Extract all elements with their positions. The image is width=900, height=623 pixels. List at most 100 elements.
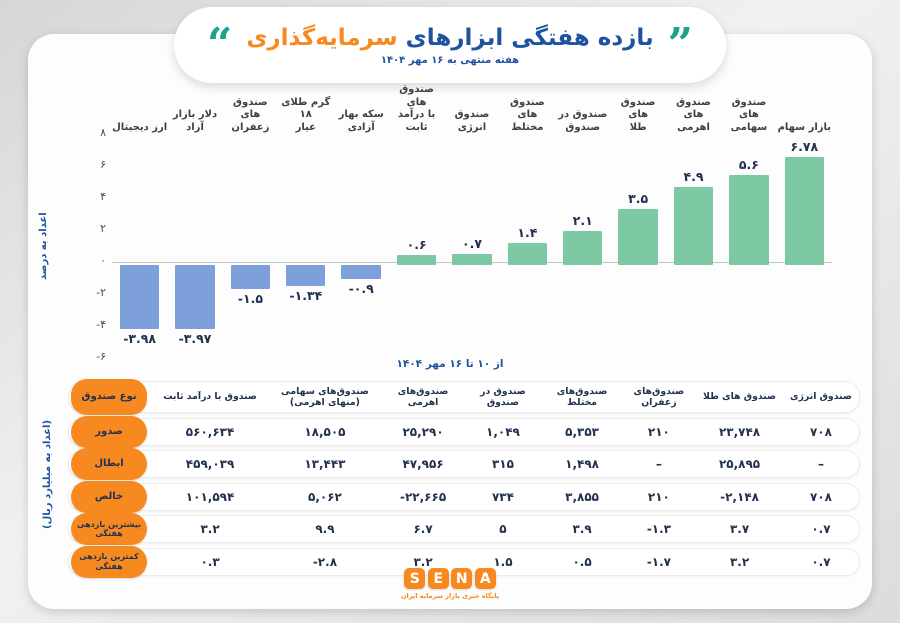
bar-value-label: -۱.۵ <box>237 291 263 306</box>
table-cell-value: ۹.۹ <box>315 522 335 536</box>
table-cell-value: ۰.۷ <box>811 522 831 536</box>
bar-slot: ۲.۱ <box>555 137 610 361</box>
table-cell-value: ۱.۵ <box>493 554 513 569</box>
table-row: صدور ۵۶۰,۶۳۴ ۱۸,۵۰۵ ۲۵,۲۹۰ ۱,۰۴۹ ۵,۳۵۳ ۲۱۰ ۲۳,۷… <box>68 415 860 448</box>
page-title-part-blue: بازده هفتگی ابزارهای <box>405 24 654 51</box>
table-cell-value: ۲۱۰ <box>647 489 670 504</box>
bar-slot: ۶.۷۸ <box>777 137 832 361</box>
chart-column: ارز دیجیتال -۳.۹۸ <box>112 90 167 361</box>
y-tick-label: -۴ <box>96 318 106 331</box>
category-label: ارز دیجیتال <box>112 121 168 133</box>
table-cell-value: ۰.۷ <box>811 554 831 569</box>
table-cell-value: ۵ <box>499 522 507 536</box>
y-tick-label: -۲ <box>96 286 106 299</box>
chart-column: صندوق های مختلط ۱.۴ <box>500 90 555 361</box>
chart-column: صندوق های زعفران -۱.۵ <box>223 90 278 361</box>
bar <box>784 156 824 265</box>
category-label: صندوق های طلا <box>620 96 656 133</box>
table-cell-value: ۵,۳۵۳ <box>565 424 599 439</box>
chart-y-axis-title: اعداد به درصد <box>38 212 49 280</box>
main-card <box>28 34 872 609</box>
table-cell-value: ۲۵,۸۹۵ <box>718 457 761 471</box>
bar-value-label: ۰.۷ <box>461 235 482 251</box>
category-label: گرم طلای ۱۸ عیار <box>281 96 331 133</box>
table-cell-value: ۱۸,۵۰۵ <box>304 424 346 439</box>
table-cell-value: ۱,۰۴۹ <box>486 424 520 439</box>
fund-type-corner-pill: نوع صندوق <box>71 379 147 415</box>
table-row: بیشترین بازدهی هفتگی ۳.۲ ۹.۹ ۶.۷ ۵ ۳.۹ -۱.۳ ۳.۷… <box>68 513 860 545</box>
column-header: صندوق‌های سهامی (منهای اهرمی) <box>280 385 369 408</box>
table-cell-value: -۲.۸ <box>312 554 338 569</box>
table-cell-value: ۲۳,۷۴۸ <box>718 424 761 439</box>
row-label-pill: کمترین بازدهی هفتگی <box>71 545 147 578</box>
table-row: خالص ۱۰۱,۵۹۴ ۵,۰۶۲ -۲۲,۶۶۵ ۷۳۴ ۳,۸۵۵ ۲۱۰ -۲,۱۴۸… <box>68 480 860 513</box>
row-label-pill: صدور <box>71 415 147 448</box>
bar-value-label: ۰.۶ <box>406 237 427 253</box>
bar <box>507 242 548 265</box>
category-label: صندوق های زعفران <box>231 96 270 133</box>
logo-letter-square: A <box>474 568 496 589</box>
chart-column: صندوق های سهامی ۵.۶ <box>721 90 776 361</box>
bar-value-label: -۰.۹ <box>348 281 374 297</box>
category-label: صندوق های سهامی <box>730 96 768 133</box>
bar-value-label: ۶.۷۸ <box>790 138 819 154</box>
category-label: صندوق های اهرمی <box>676 96 711 133</box>
logo-letter-square: N <box>451 568 473 589</box>
table-cell-value: ۳.۲ <box>413 554 433 569</box>
table-cell-value: – <box>655 457 662 471</box>
table-cell-value: ۶.۷ <box>413 522 433 536</box>
bar-value-label: -۱.۳۴ <box>289 288 323 304</box>
table-cell-value: ۳۱۵ <box>491 457 514 471</box>
bar-value-label: ۳.۵ <box>628 191 649 206</box>
chart-column: بازار سهام ۶.۷۸ <box>777 90 832 361</box>
bar-slot: -۰.۹ <box>333 137 388 361</box>
bar <box>119 265 160 329</box>
column-header: صندوق‌های مختلط <box>556 385 608 408</box>
bar-slot: ۳.۵ <box>610 137 665 361</box>
column-header: صندوق های طلا <box>703 391 777 403</box>
quote-right-icon: ” <box>667 19 693 70</box>
column-header: صندوق با درآمد ثابت <box>163 391 257 403</box>
table-cell-value: ۲۵,۲۹۰ <box>402 424 444 439</box>
category-label: بازار سهام <box>777 121 832 133</box>
table-cell-value: ۱۰۱,۵۹۴ <box>185 489 235 504</box>
bar <box>618 209 658 265</box>
bar-value-label: -۳.۹۸ <box>123 330 157 346</box>
bar <box>286 265 326 287</box>
bar-slot: -۱.۳۴ <box>278 137 333 361</box>
page-title: بازده هفتگی ابزارهای سرمایه‌گذاری <box>246 24 654 51</box>
chart-column: صندوق انرژی ۰.۷ <box>444 90 499 361</box>
table-cell-value: ۳.۷ <box>729 522 750 536</box>
table-cell-value: ۰.۵ <box>572 554 592 569</box>
weekly-returns-bar-chart: اعداد به درصد ۸ ۶ ۴ ۲ ۰ -۲ -۴ -۶ بازار سهام ۶.۷۸… <box>38 84 832 375</box>
funds-data-table: نوع صندوق صندوق با درآمد ثابت صندوق‌های سه… <box>68 379 860 580</box>
bar <box>230 265 271 289</box>
table-cell-value: ۵۶۰,۶۳۴ <box>185 424 235 439</box>
table-header-row: نوع صندوق صندوق با درآمد ثابت صندوق‌های سه… <box>68 379 860 415</box>
table-cell-value: -۱.۳ <box>646 522 671 536</box>
row-label-pill: خالص <box>71 480 147 513</box>
y-tick-label: -۶ <box>96 350 106 363</box>
table-cell-value: ۳.۲ <box>200 522 220 536</box>
category-label: سکه بهار آزادی <box>338 109 384 133</box>
chart-column: صندوق های طلا ۳.۵ <box>610 90 665 361</box>
category-label: صندوق در صندوق <box>558 109 608 133</box>
bar-slot: ۴.۹ <box>666 137 721 361</box>
bar-value-label: ۲.۱ <box>572 213 593 229</box>
title-block: بازده هفتگی ابزارهای سرمایه‌گذاری هفته م… <box>246 24 654 66</box>
chart-column: صندوق های با درآمد ثابت ۰.۶ <box>389 84 444 361</box>
row-label-pill: ابطال <box>71 448 147 480</box>
category-label: صندوق های مختلط <box>510 96 545 133</box>
bar-slot: ۰.۶ <box>389 137 444 361</box>
bar-slot: -۱.۵ <box>223 137 278 361</box>
logo-letter-square: E <box>427 568 449 589</box>
bar-value-label: ۴.۹ <box>683 168 704 184</box>
quote-left-icon: “ <box>207 19 233 70</box>
bar <box>673 186 714 265</box>
bar-slot: ۰.۷ <box>444 137 499 361</box>
y-tick-label: ۴ <box>100 190 106 203</box>
table-cell-value: -۱.۷ <box>646 554 671 569</box>
y-tick-label: ۰ <box>100 254 106 267</box>
